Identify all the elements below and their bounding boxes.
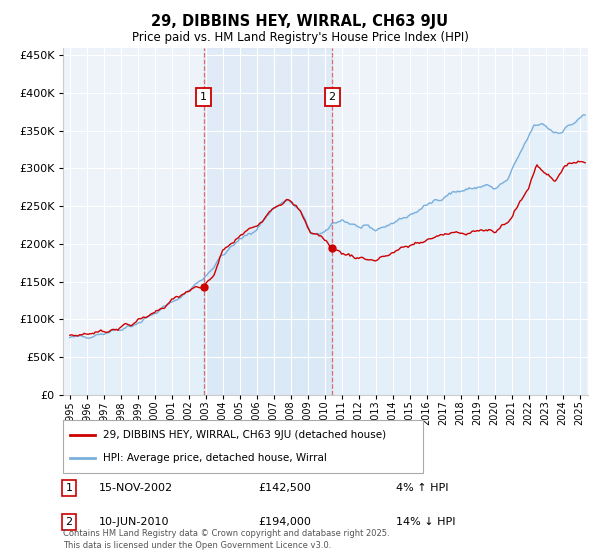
Text: 29, DIBBINS HEY, WIRRAL, CH63 9JU (detached house): 29, DIBBINS HEY, WIRRAL, CH63 9JU (detac… [103, 430, 386, 440]
Text: 15-NOV-2002: 15-NOV-2002 [99, 483, 173, 493]
Text: £142,500: £142,500 [258, 483, 311, 493]
Bar [203, 48, 332, 395]
Text: £194,000: £194,000 [258, 517, 311, 527]
Text: 1: 1 [200, 92, 207, 102]
Text: HPI: Average price, detached house, Wirral: HPI: Average price, detached house, Wirr… [103, 453, 326, 463]
FancyBboxPatch shape [63, 420, 423, 473]
Text: 10-JUN-2010: 10-JUN-2010 [99, 517, 170, 527]
Text: Contains HM Land Registry data © Crown copyright and database right 2025.
This d: Contains HM Land Registry data © Crown c… [63, 529, 389, 550]
Text: 1: 1 [65, 483, 73, 493]
Text: 4% ↑ HPI: 4% ↑ HPI [396, 483, 449, 493]
Text: Price paid vs. HM Land Registry's House Price Index (HPI): Price paid vs. HM Land Registry's House … [131, 31, 469, 44]
Text: 14% ↓ HPI: 14% ↓ HPI [396, 517, 455, 527]
Text: 2: 2 [329, 92, 335, 102]
Text: 2: 2 [65, 517, 73, 527]
Text: 29, DIBBINS HEY, WIRRAL, CH63 9JU: 29, DIBBINS HEY, WIRRAL, CH63 9JU [151, 14, 449, 29]
